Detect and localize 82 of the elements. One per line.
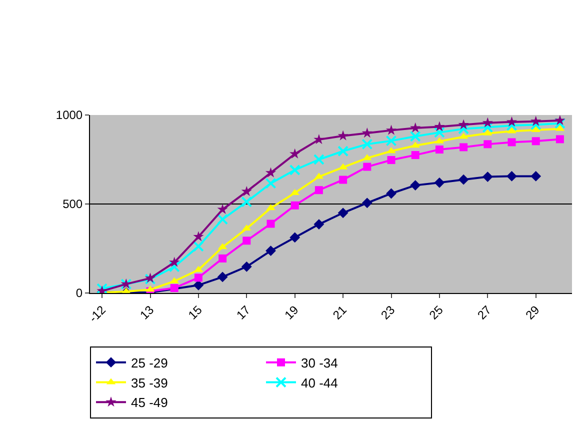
point xyxy=(241,186,252,196)
point xyxy=(530,171,542,182)
y-tick-label: 0 xyxy=(76,286,83,300)
point xyxy=(168,261,180,272)
x-tick-label: 21 xyxy=(330,302,350,322)
point xyxy=(313,154,324,165)
point xyxy=(217,272,228,282)
point xyxy=(506,120,518,131)
y-tick-label: 1000 xyxy=(56,108,83,122)
point xyxy=(532,137,540,146)
x-tick-label: 29 xyxy=(522,302,542,322)
point xyxy=(386,124,397,135)
point xyxy=(170,284,178,292)
point xyxy=(314,134,324,144)
point xyxy=(530,116,542,126)
x-tick-label: 17 xyxy=(234,302,254,322)
point xyxy=(266,220,275,228)
x-tick-label: 27 xyxy=(474,302,494,322)
point xyxy=(484,140,492,148)
point xyxy=(265,178,276,189)
point xyxy=(410,180,421,191)
point xyxy=(458,174,469,185)
point xyxy=(386,135,397,146)
point xyxy=(314,186,323,194)
y-tick-label: 500 xyxy=(62,197,83,212)
point xyxy=(192,240,204,252)
x-tick-label: 19 xyxy=(282,302,302,322)
point xyxy=(460,143,468,152)
point xyxy=(338,146,349,157)
point xyxy=(410,122,421,133)
legend-label: 40 -44 xyxy=(301,375,338,390)
point xyxy=(314,219,324,230)
point xyxy=(434,126,445,138)
point xyxy=(290,148,300,159)
point xyxy=(506,116,518,126)
point xyxy=(217,204,228,214)
x-tick-label: -12 xyxy=(86,302,109,326)
x-tick-label: 15 xyxy=(185,302,206,322)
point xyxy=(241,196,252,208)
point xyxy=(338,208,348,218)
point xyxy=(266,246,276,256)
point xyxy=(362,128,372,138)
point xyxy=(289,164,300,176)
point xyxy=(217,214,228,225)
point xyxy=(411,151,420,160)
point xyxy=(242,236,251,245)
point xyxy=(338,130,348,140)
legend-label: 35 -39 xyxy=(131,375,168,390)
point xyxy=(458,119,469,130)
point xyxy=(265,167,276,178)
legend-label: 45 -49 xyxy=(131,395,168,410)
point xyxy=(554,115,566,126)
point xyxy=(194,274,202,282)
point xyxy=(482,117,493,128)
point xyxy=(386,188,396,199)
x-tick-label: 23 xyxy=(378,302,398,322)
point xyxy=(506,171,517,182)
point xyxy=(218,254,227,262)
point xyxy=(556,135,564,144)
legend-label: 25 -29 xyxy=(131,355,168,370)
point xyxy=(169,256,180,267)
point xyxy=(290,232,300,243)
point xyxy=(458,123,470,134)
point xyxy=(482,122,494,133)
point xyxy=(362,138,373,150)
point xyxy=(363,162,372,171)
point xyxy=(508,138,516,146)
point xyxy=(362,198,372,208)
legend-label: 30 -34 xyxy=(301,355,338,370)
point xyxy=(339,176,348,184)
point xyxy=(482,172,493,182)
point xyxy=(410,130,421,142)
point xyxy=(434,177,445,188)
point xyxy=(290,201,299,210)
point xyxy=(241,261,252,272)
x-tick-label: 25 xyxy=(426,302,446,322)
point xyxy=(554,118,566,129)
x-tick-label: 13 xyxy=(137,302,157,322)
point xyxy=(193,231,204,242)
point xyxy=(434,121,445,132)
point xyxy=(387,156,396,164)
point xyxy=(435,146,444,154)
